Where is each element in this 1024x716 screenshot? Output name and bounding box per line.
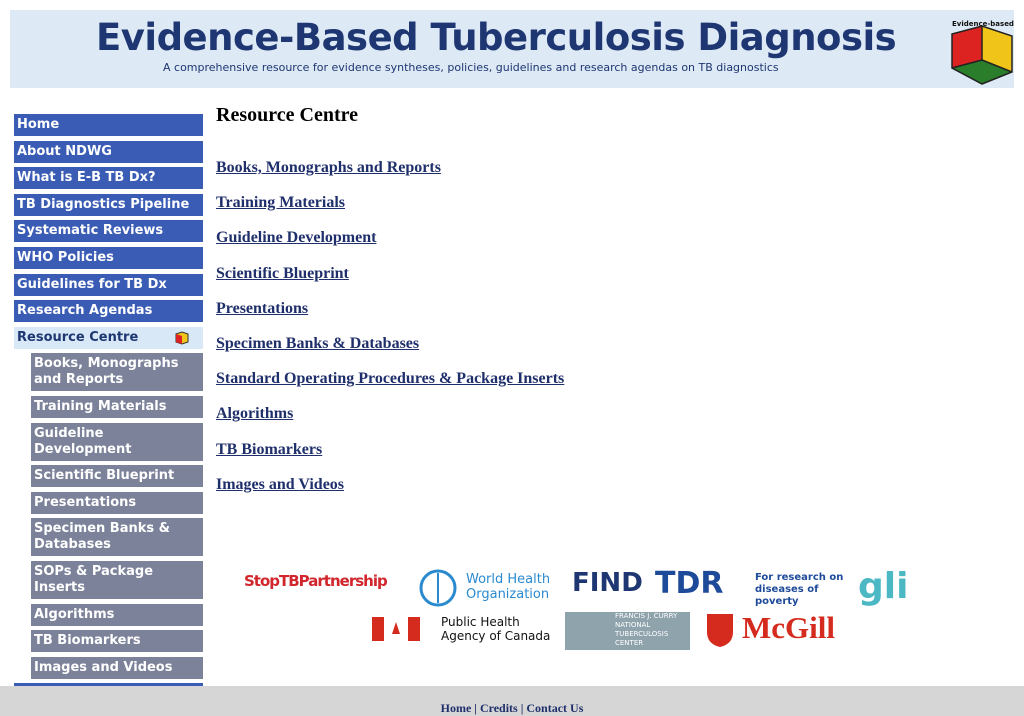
logo-mcgill: McGill: [742, 610, 835, 645]
resource-link[interactable]: Algorithms: [216, 405, 294, 423]
site-subtitle: A comprehensive resource for evidence sy…: [163, 61, 779, 74]
logo-tdr: TDR: [655, 566, 724, 601]
footer-links: Home | Credits | Contact Us: [0, 701, 1024, 716]
nav-item[interactable]: Books, Monographs and Reports: [31, 353, 203, 392]
resource-link[interactable]: Guideline Development: [216, 229, 377, 247]
nav-item[interactable]: Images and Videos: [31, 656, 203, 679]
logo-cube: Evidence-based TB Diagnosis: [951, 20, 1014, 85]
nav-item[interactable]: Training Materials: [31, 395, 203, 418]
page-heading: Resource Centre: [216, 104, 358, 126]
nav-item[interactable]: About NDWG: [14, 140, 203, 163]
logo-stoptb: StopTBPartnership: [244, 572, 388, 590]
logo-find: FIND: [572, 568, 643, 598]
who-emblem: [419, 569, 457, 607]
logo-tdr-tag: For research on diseases of poverty: [755, 572, 844, 607]
nav-item[interactable]: Research Agendas: [14, 300, 203, 323]
mcgill-crest: [707, 614, 733, 647]
site-title: Evidence-Based Tuberculosis Diagnosis: [96, 16, 897, 59]
resource-link[interactable]: Scientific Blueprint: [216, 264, 349, 282]
logo-gli: gli: [858, 566, 909, 607]
banner: Evidence-Based Tuberculosis Diagnosis A …: [10, 10, 1014, 88]
resource-link[interactable]: Presentations: [216, 299, 309, 317]
resource-link[interactable]: Books, Monographs and Reports: [216, 159, 441, 176]
nav-item[interactable]: Home: [14, 114, 203, 136]
nav-item[interactable]: Presentations: [31, 491, 203, 514]
nav-item[interactable]: Resource Centre: [14, 326, 203, 349]
resource-link[interactable]: Training Materials: [216, 194, 346, 212]
nav-item[interactable]: Guideline Development: [31, 422, 203, 461]
nav-item[interactable]: Guidelines for TB Dx: [14, 273, 203, 296]
nav-item[interactable]: SOPs & Package Inserts: [31, 560, 203, 599]
footer-link[interactable]: Credits: [479, 701, 518, 715]
footer-link[interactable]: Contact Us: [526, 701, 584, 715]
side-nav: Home About NDWG What is E-B TB Dx? TB Diagn…: [14, 114, 203, 710]
nav-item[interactable]: Specimen Banks & Databases: [31, 518, 203, 557]
nav-item[interactable]: Scientific Blueprint: [31, 465, 203, 488]
resource-link[interactable]: Specimen Banks & Databases: [216, 334, 420, 352]
nav-item[interactable]: Algorithms: [31, 603, 203, 626]
logo-phac: Public Health Agency of Canada: [441, 615, 551, 643]
resource-link[interactable]: Standard Operating Procedures & Package …: [216, 370, 565, 388]
footer: [0, 686, 1024, 716]
canada-flag: [372, 617, 420, 641]
separator: |: [517, 701, 527, 715]
resource-link[interactable]: TB Biomarkers: [216, 440, 323, 458]
logo-who: World Health Organization: [466, 572, 551, 602]
current-icon: [175, 331, 189, 345]
separator: |: [471, 701, 480, 715]
nav-item[interactable]: TB Biomarkers: [31, 630, 203, 653]
resource-link[interactable]: Images and Videos: [216, 475, 345, 493]
nav-item[interactable]: WHO Policies: [14, 246, 203, 269]
nav-item[interactable]: Systematic Reviews: [14, 220, 203, 243]
logo-curry: Francis J. Curry National Tuberculosis C…: [565, 612, 690, 650]
footer-link[interactable]: Home: [440, 701, 472, 715]
nav-item[interactable]: TB Diagnostics Pipeline: [14, 193, 203, 216]
logo-text: Evidence-based TB Diagnosis: [952, 20, 1014, 28]
resource-links: Books, Monographs and Reports Training Ma…: [216, 159, 564, 511]
nav-item[interactable]: What is E-B TB Dx?: [14, 167, 203, 190]
